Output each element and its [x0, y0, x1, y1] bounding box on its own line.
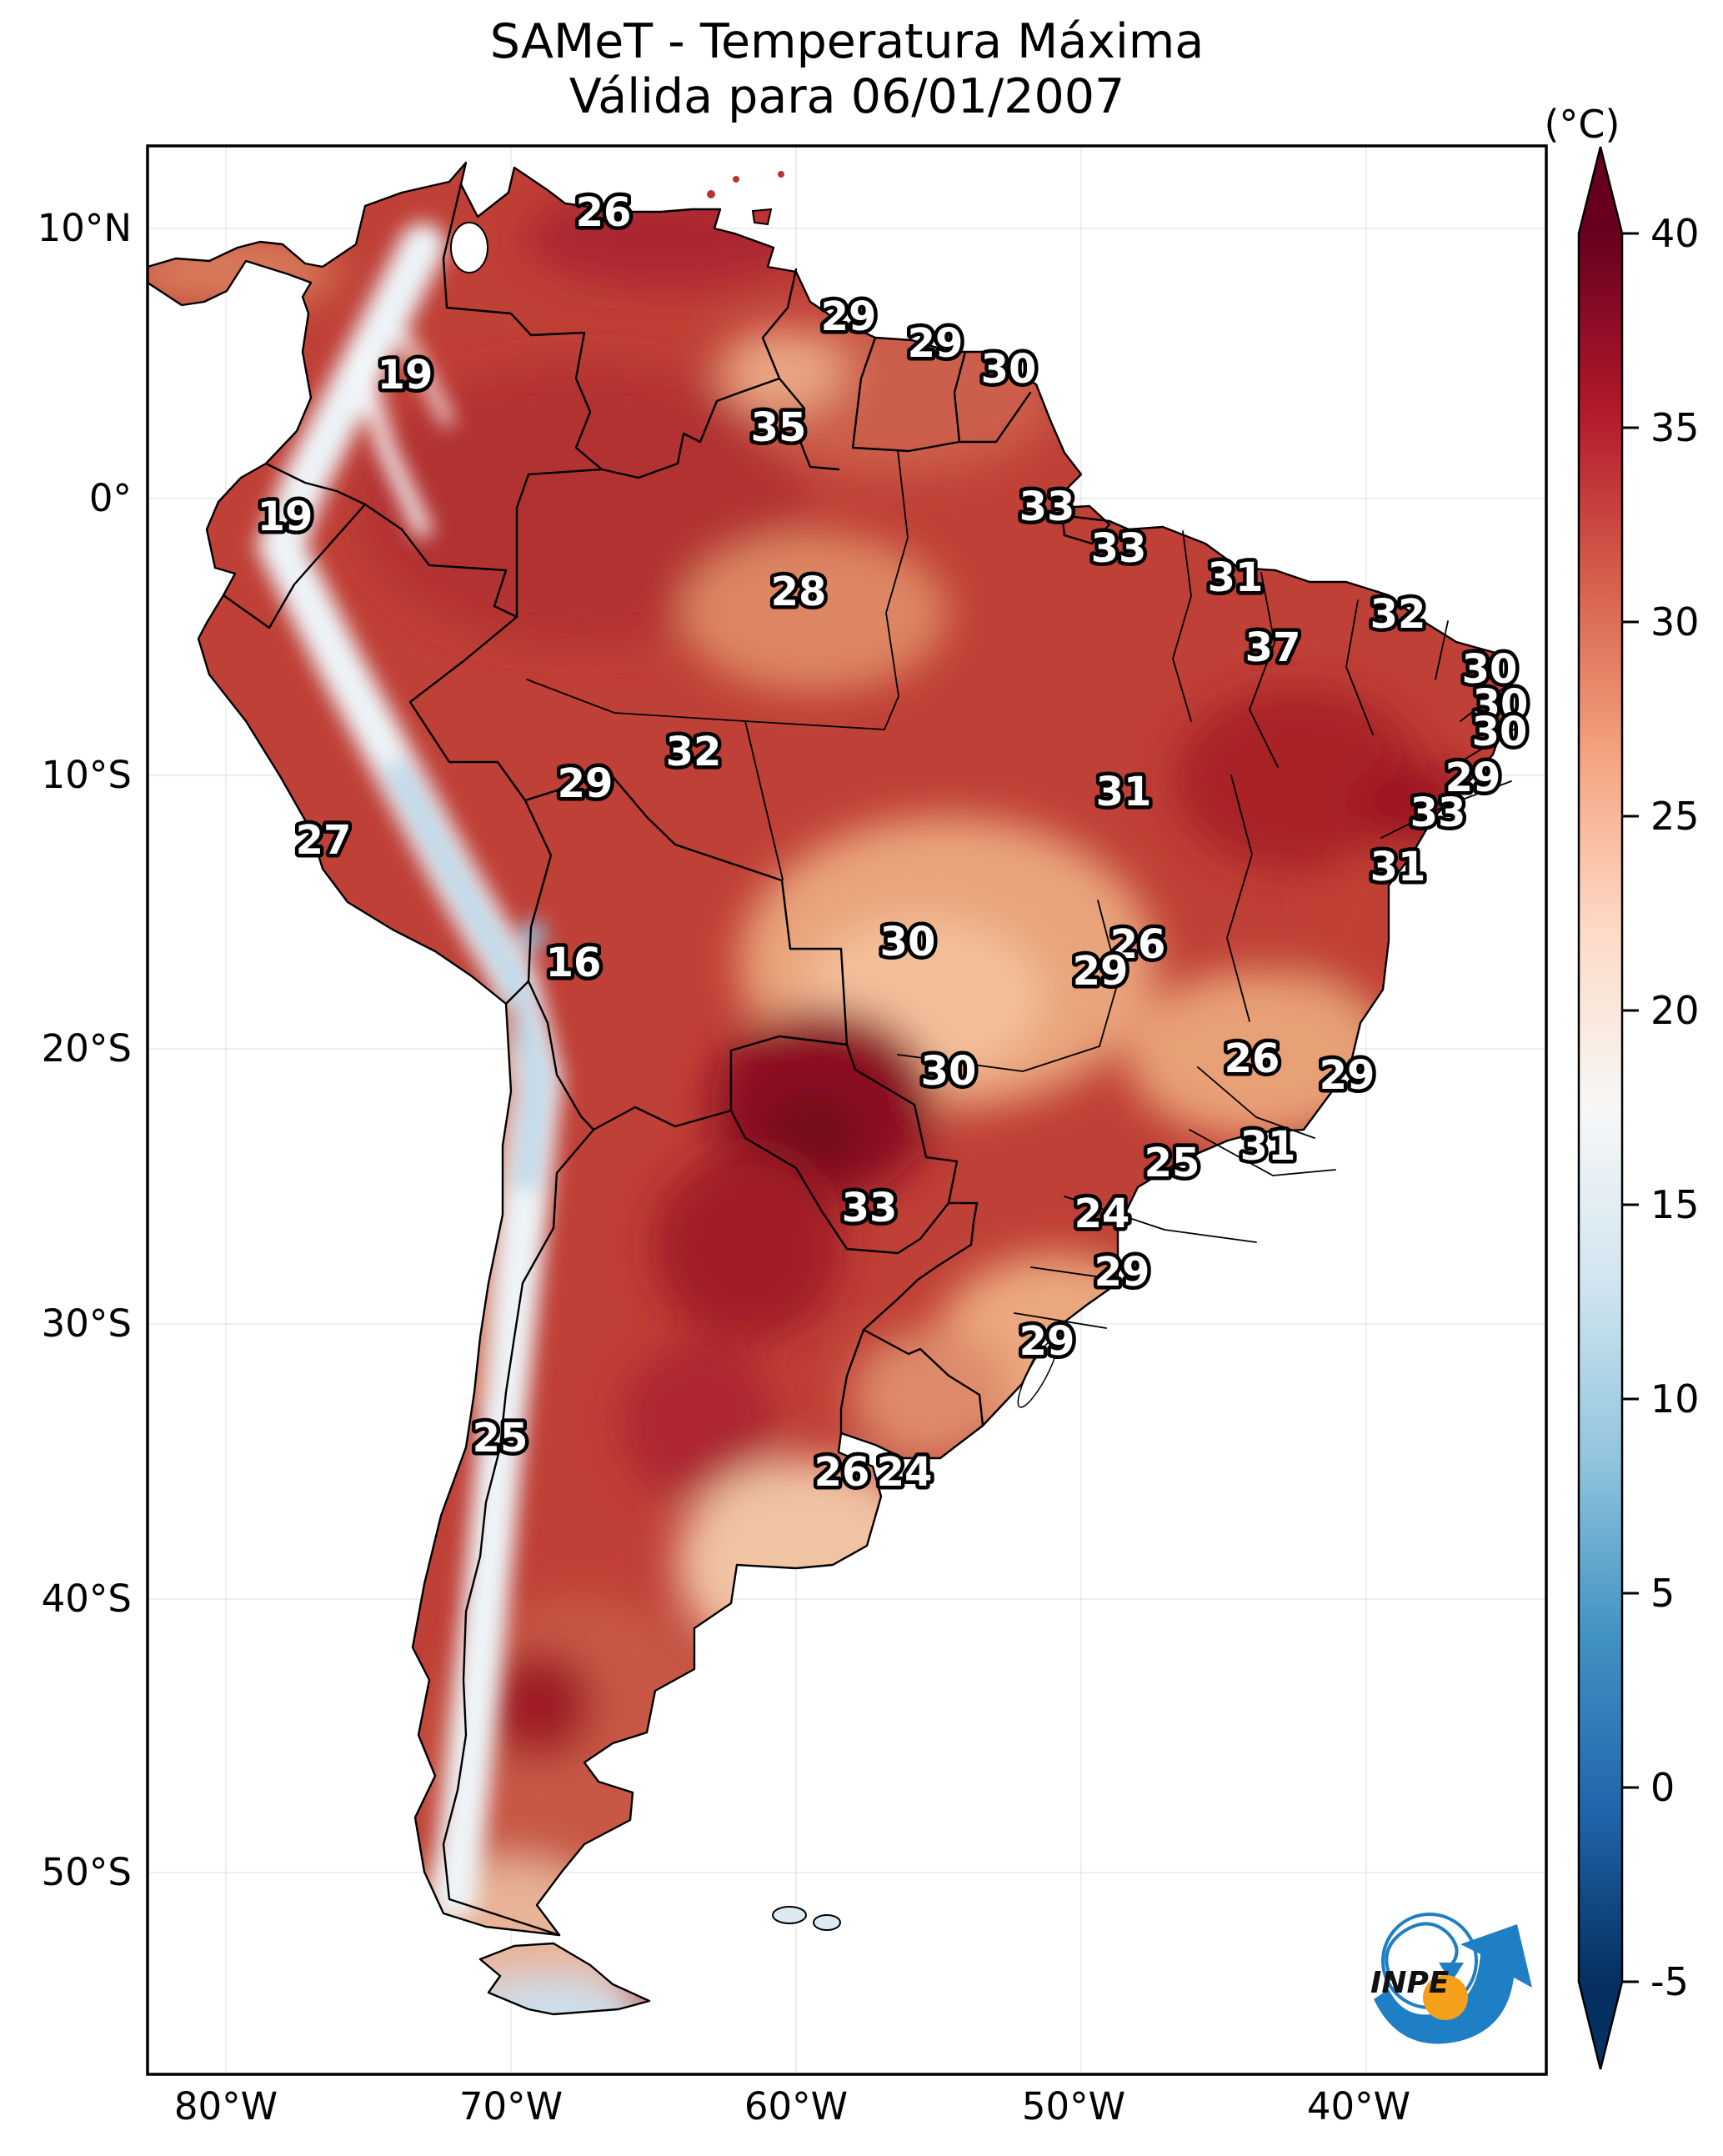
temperature-label: 33: [1019, 484, 1075, 530]
temperature-label: 29: [1073, 948, 1129, 995]
temperature-label: 30: [1472, 709, 1528, 755]
lon-tick-80W: 80°W: [173, 2084, 278, 2128]
caribbean-island: [778, 171, 784, 178]
temperature-label: 31: [1240, 1123, 1296, 1170]
lat-tick-50S: 50°S: [41, 1850, 132, 1894]
temperature-label: 24: [877, 1449, 933, 1496]
colorbar-ticks: 40 35 30 25 20 15 10 5 0 -5: [1622, 211, 1700, 2004]
inpe-logo-ball: [1423, 1975, 1468, 2020]
colorbar: 40 35 30 25 20 15 10 5 0 -5: [1577, 146, 1700, 2070]
temperature-label: 31: [1370, 844, 1426, 890]
colorbar-tick-label: 0: [1650, 1765, 1675, 1810]
temperature-label: 32: [666, 729, 722, 775]
lon-tick-60W: 60°W: [744, 2084, 849, 2128]
colorbar-tick-label: -5: [1650, 1959, 1689, 2004]
temperature-label: 31: [1208, 554, 1264, 601]
coastline: [146, 161, 1509, 1937]
temperature-label: 19: [378, 352, 433, 399]
temperature-label: 33: [1091, 525, 1147, 572]
lat-tick-0: 0°: [88, 476, 132, 520]
marajo-island: [1059, 504, 1111, 545]
temperature-label: 31: [1096, 769, 1152, 815]
map-frame: [146, 144, 1548, 2076]
lon-tick-50W: 50°W: [1021, 2084, 1126, 2128]
temperature-label: 30: [1473, 681, 1529, 728]
inpe-logo-arrowhead: [1439, 1963, 1464, 1983]
temperature-label: 29: [558, 760, 614, 807]
temperature-label: 29: [1445, 755, 1501, 801]
temperature-label: 30: [921, 1048, 977, 1095]
temperature-label: 16: [546, 940, 602, 986]
temperature-label: 25: [1144, 1140, 1200, 1186]
temperature-label: 37: [1245, 624, 1301, 671]
temperature-label: 29: [1320, 1052, 1375, 1099]
lat-tick-20S: 20°S: [41, 1026, 132, 1070]
lat-tick-10S: 10°S: [41, 753, 132, 797]
chart-title: SAMeT - Temperatura Máxima: [489, 14, 1205, 69]
tierra-del-fuego: [478, 1942, 651, 2016]
lon-tick-70W: 70°W: [458, 2084, 563, 2128]
trinidad-island: [751, 208, 773, 226]
lat-tick-10N: 10°N: [37, 206, 132, 250]
colorbar-tick-label: 20: [1650, 988, 1700, 1033]
temperature-label: 29: [821, 293, 877, 340]
colorbar-tick-label: 5: [1650, 1571, 1675, 1616]
country-borders: [222, 183, 1032, 1937]
temperature-label: 26: [1225, 1035, 1280, 1082]
temperature-label: 28: [771, 569, 827, 615]
falkland-islands: [772, 1906, 807, 1924]
temperature-label: 30: [880, 919, 936, 965]
temperature-label: 24: [1074, 1191, 1130, 1237]
lat-tick-40S: 40°S: [41, 1577, 132, 1621]
lon-tick-40W: 40°W: [1306, 2084, 1411, 2128]
map-plot-area: [146, 144, 1548, 2076]
colorbar-tick-label: 30: [1650, 599, 1700, 644]
caribbean-island: [733, 176, 739, 183]
temperature-label: 30: [981, 346, 1037, 393]
temperature-label: 26: [1110, 921, 1166, 968]
caribbean-island: [707, 190, 715, 198]
colorbar-tick-label: 40: [1650, 211, 1700, 256]
temperature-label: 29: [908, 320, 964, 367]
temperature-label: 25: [473, 1415, 528, 1462]
state-borders: [526, 449, 1525, 1329]
temperature-label: 29: [1094, 1249, 1150, 1296]
temperature-label: 29: [1019, 1318, 1075, 1365]
temperature-field: [148, 163, 1507, 2014]
temperature-label: 33: [1410, 790, 1466, 836]
colorbar-tick-label: 25: [1650, 794, 1700, 839]
temperature-label: 35: [751, 404, 807, 451]
lake-maracaibo: [450, 222, 488, 273]
inpe-logo-spiral: [1385, 1922, 1459, 1981]
inpe-logo-text: INPE: [1370, 1966, 1450, 2000]
colorbar-tick-label: 10: [1650, 1376, 1700, 1421]
colorbar-tick-label: 15: [1650, 1182, 1700, 1227]
temperature-label: 27: [296, 817, 352, 864]
falkland-islands: [813, 1914, 841, 1931]
colorbar-unit-label: (°C): [1544, 102, 1620, 147]
temperature-label: 26: [576, 189, 632, 236]
chart-subtitle: Válida para 06/01/2007: [568, 69, 1125, 124]
inpe-logo-arrow: [1374, 1924, 1532, 2044]
inpe-logo: INPE: [1370, 1913, 1532, 2044]
temperature-label: 30: [1462, 646, 1518, 693]
temperature-label: 26: [814, 1449, 870, 1496]
lat-tick-30S: 30°S: [41, 1301, 132, 1346]
lagoa-dos-patos: [1017, 1338, 1059, 1408]
colorbar-tick-label: 35: [1650, 405, 1700, 450]
temperature-label: 19: [258, 494, 313, 540]
temperature-label: 33: [842, 1185, 898, 1231]
temperature-label: 32: [1370, 591, 1426, 638]
